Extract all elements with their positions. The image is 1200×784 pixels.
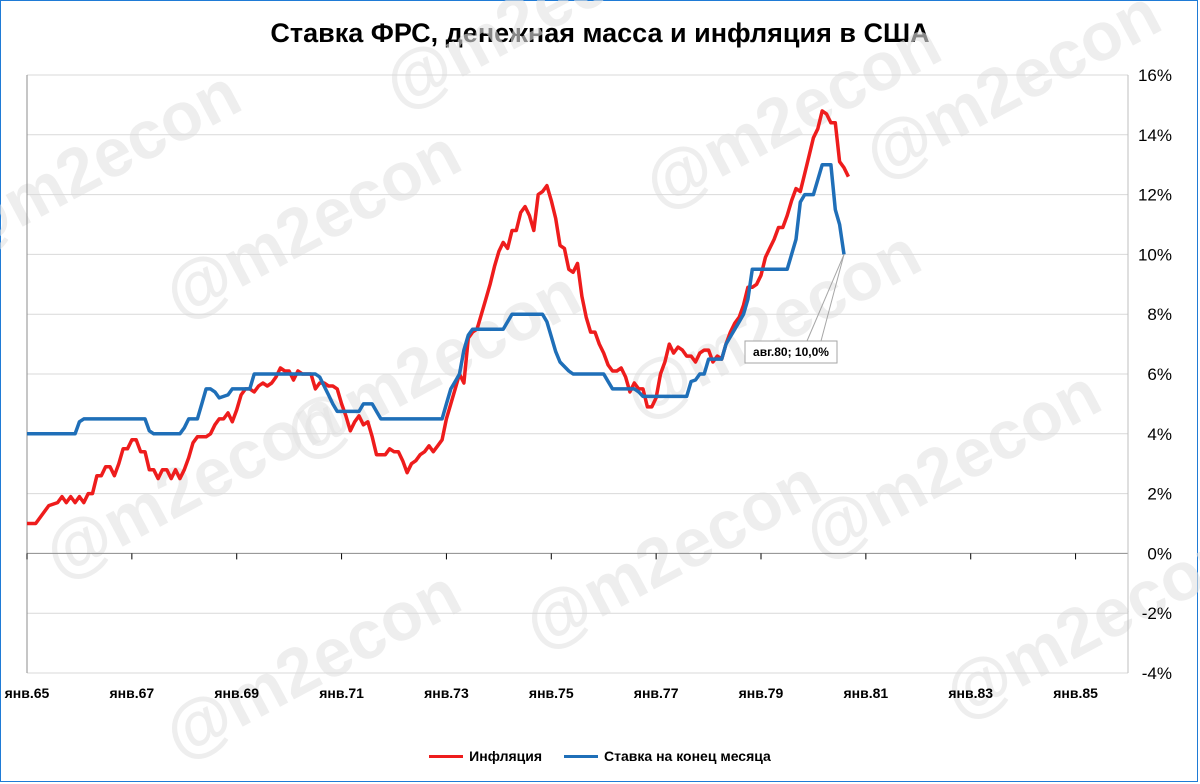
x-tick-labels: янв.65 янв.67 янв.69 янв.71 янв.73 янв.75 янв.… xyxy=(5,685,1098,701)
watermark-text: @m2econ xyxy=(371,0,692,123)
y-tick-label: -4% xyxy=(1142,664,1172,683)
series-lines xyxy=(27,109,850,526)
annotation-leader xyxy=(806,254,845,342)
watermark-text: @m2econ xyxy=(271,254,592,473)
axes xyxy=(26,75,1129,673)
legend-label-rate: Ставка на конец месяца xyxy=(604,748,771,764)
x-tick-label: янв.67 xyxy=(110,685,155,701)
y-tick-label: 8% xyxy=(1147,305,1172,324)
annotation-box xyxy=(744,340,838,364)
x-tick-label: янв.65 xyxy=(5,685,50,701)
chart-title: Ставка ФРС, денежная масса и инфляция в … xyxy=(270,18,930,48)
legend-swatch-rate xyxy=(564,754,599,758)
y-tick-label: -2% xyxy=(1142,604,1172,623)
watermark-text: @m2econ xyxy=(791,354,1112,573)
legend-item-inflation: Инфляция xyxy=(429,748,542,764)
gridlines xyxy=(27,74,1128,674)
x-tick-label: янв.75 xyxy=(529,685,574,701)
y-tick-label: 2% xyxy=(1147,485,1172,504)
legend: Инфляция Ставка на конец месяца xyxy=(0,748,1200,764)
series-line-rate xyxy=(27,162,846,436)
x-tick-label: янв.69 xyxy=(214,685,259,701)
x-tick-label: янв.73 xyxy=(424,685,469,701)
y-tick-label: 0% xyxy=(1147,544,1172,563)
watermark-text: @m2econ xyxy=(151,554,472,773)
x-tick-label: янв.71 xyxy=(319,685,364,701)
x-tick-label: янв.77 xyxy=(634,685,679,701)
x-tick-label: янв.85 xyxy=(1053,685,1098,701)
annotation-leader xyxy=(820,254,845,342)
y-tick-label: 14% xyxy=(1138,126,1172,145)
y-tick-label: 16% xyxy=(1138,66,1172,85)
annotation-label: авг.80; 10,0% xyxy=(753,345,829,359)
y-tick-label: 10% xyxy=(1138,245,1172,264)
x-tick-label: янв.83 xyxy=(948,685,993,701)
legend-label-inflation: Инфляция xyxy=(469,748,543,764)
annotations: авг.80; 10,0% xyxy=(744,254,845,364)
y-tick-label: 4% xyxy=(1147,425,1172,444)
y-tick-labels: 16% 14% 12% 10% 8% 6% 4% 2% 0% -2% -4% xyxy=(1138,66,1172,683)
legend-item-rate: Ставка на конец месяца xyxy=(564,748,771,764)
x-tick-label: янв.81 xyxy=(844,685,889,701)
y-tick-label: 6% xyxy=(1147,365,1172,384)
x-tick-label: янв.79 xyxy=(739,685,784,701)
y-tick-label: 12% xyxy=(1138,186,1172,205)
legend-swatch-inflation xyxy=(429,754,464,758)
